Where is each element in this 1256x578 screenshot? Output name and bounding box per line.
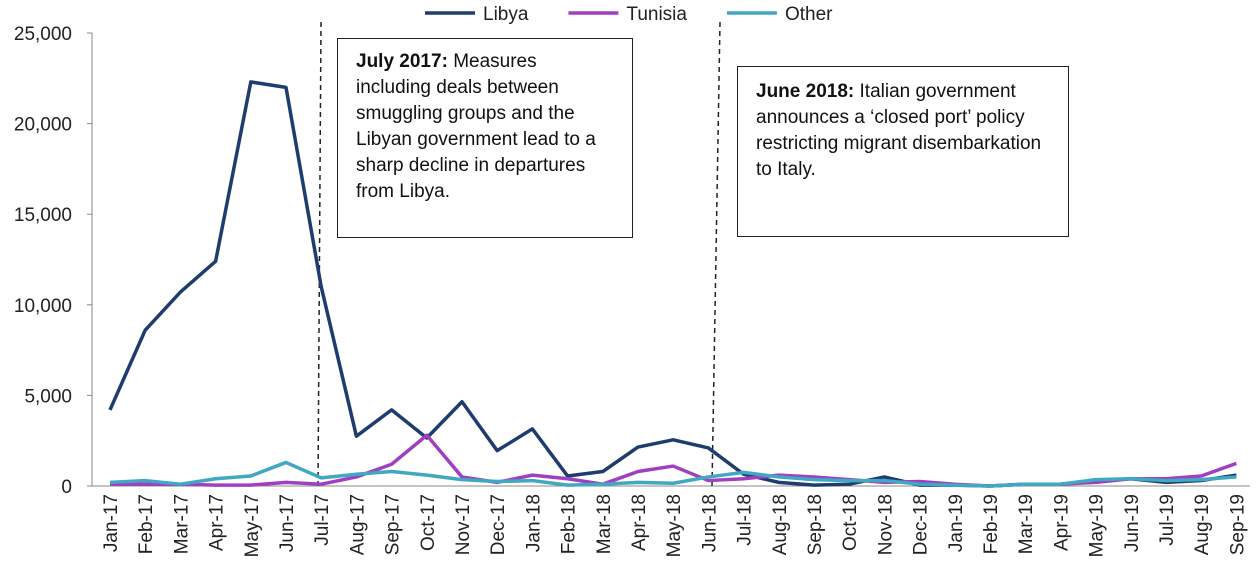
x-tick-label: Aug-19 — [1192, 494, 1213, 555]
annotation-line — [317, 21, 322, 487]
x-tick-label: Jul-17 — [312, 494, 333, 546]
x-tick-label: May-18 — [664, 494, 685, 557]
x-tick-label: Aug-18 — [770, 494, 791, 555]
y-tick-label: 25,000 — [14, 24, 72, 45]
x-tick-label: Aug-17 — [347, 494, 368, 555]
x-tick-label: Jan-19 — [946, 494, 967, 552]
y-tick-label: 10,000 — [14, 296, 72, 317]
x-tick-label: Sep-18 — [805, 494, 826, 555]
line-series — [110, 433, 1237, 488]
y-tick-label: 0 — [61, 477, 72, 498]
x-tick-label: May-19 — [1087, 494, 1108, 557]
annotation-label: July 2017: — [356, 51, 448, 72]
x-tick-label: Nov-17 — [453, 494, 474, 555]
x-tick-label: Mar-17 — [171, 494, 192, 554]
annotation: July 2017: Measures including deals betw… — [337, 38, 633, 238]
x-tick-label: Feb-17 — [136, 494, 157, 554]
annotation: June 2018: Italian government announces … — [737, 66, 1069, 237]
x-tick-label: Jun-19 — [1122, 494, 1143, 552]
legend-label: Libya — [483, 4, 529, 25]
x-tick-label: Oct-18 — [840, 494, 861, 551]
x-tick-label: Jan-18 — [523, 494, 544, 552]
x-tick-label: Apr-19 — [1051, 494, 1072, 551]
x-tick-label: May-17 — [242, 494, 263, 557]
x-tick-label: Feb-18 — [559, 494, 580, 554]
x-tick-label: Jul-19 — [1157, 494, 1178, 546]
x-tick-label: Jun-18 — [699, 494, 720, 552]
y-tick-label: 20,000 — [14, 115, 72, 136]
y-tick-label: 5,000 — [24, 386, 72, 407]
x-tick-label: Nov-18 — [875, 494, 896, 555]
x-tick-label: Apr-17 — [207, 494, 228, 551]
annotation-label: June 2018: — [756, 81, 855, 102]
y-tick-label: 15,000 — [14, 205, 72, 226]
x-tick-label: Jan-17 — [101, 494, 122, 552]
x-tick-label: Feb-19 — [981, 494, 1002, 554]
x-tick-label: Mar-18 — [594, 494, 615, 554]
x-tick-label: Sep-19 — [1227, 494, 1248, 555]
x-tick-label: Apr-18 — [629, 494, 650, 551]
x-tick-label: Mar-19 — [1016, 494, 1037, 554]
x-tick-label: Jun-17 — [277, 494, 298, 552]
line-series — [109, 460, 1237, 488]
annotation-text: Measures including deals between smuggli… — [356, 51, 596, 202]
annotation-line — [711, 21, 721, 487]
legend-label: Other — [785, 4, 833, 25]
x-tick-label: Sep-17 — [383, 494, 404, 555]
x-tick-label: Dec-18 — [911, 494, 932, 555]
x-tick-label: Jul-18 — [735, 494, 756, 546]
legend-label: Tunisia — [626, 4, 687, 25]
x-tick-label: Oct-17 — [418, 494, 439, 551]
x-tick-label: Dec-17 — [488, 494, 509, 555]
annotation-text: Italian government announces a ‘closed p… — [756, 81, 1042, 180]
